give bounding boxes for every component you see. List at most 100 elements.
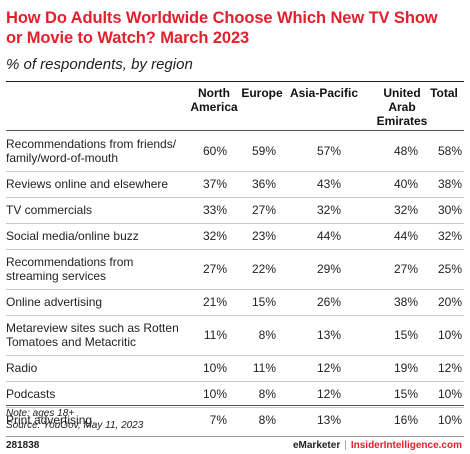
column-header-line: Emirates [376, 114, 428, 128]
row-label-line: Recommendations from [6, 255, 134, 269]
cell-value: 20% [437, 295, 462, 309]
row-divider [6, 355, 464, 356]
cell-value: 26% [316, 295, 341, 309]
cell-value: 11% [252, 361, 276, 375]
row-label: Recommendations from friends/family/word… [6, 137, 196, 165]
cell-value: 22% [251, 262, 276, 276]
row-label: Metareview sites such as Rotten Tomatoes … [6, 321, 196, 349]
column-header: United Arab Emirates [362, 86, 442, 128]
row-label: Podcasts [6, 387, 196, 401]
column-header-line: North [198, 86, 230, 100]
cell-value: 60% [202, 144, 227, 158]
row-divider [6, 381, 464, 382]
cell-value: 10% [437, 413, 462, 427]
column-header: Total [404, 86, 470, 100]
table-row: TV commercials 33% 27% 32% 32% 30% [6, 197, 464, 223]
cell-value: 40% [393, 177, 418, 191]
row-divider [6, 223, 464, 224]
cell-value: 44% [393, 229, 418, 243]
column-header: Europe [222, 86, 302, 100]
cell-value: 36% [251, 177, 276, 191]
cell-value: 33% [202, 203, 227, 217]
cell-value: 16% [393, 413, 418, 427]
cell-value: 27% [251, 203, 276, 217]
row-label-line: Recommendations from friends/ [6, 137, 177, 151]
footer-rule [6, 436, 464, 437]
row-label: Recommendations from streaming services [6, 255, 196, 283]
cell-value: 8% [258, 413, 276, 427]
table-row: Recommendations from streaming services 27… [6, 249, 464, 289]
row-label-line: Print advertising [6, 413, 93, 427]
cell-value: 38% [437, 177, 462, 191]
row-label-line: Tomatoes and Metacritic [6, 335, 137, 349]
cell-value: 15% [251, 295, 276, 309]
cell-value: 32% [316, 203, 341, 217]
row-label-line: Social media/online buzz [6, 229, 139, 243]
cell-value: 15% [393, 387, 418, 401]
cell-value: 10% [437, 328, 462, 342]
cell-value: 57% [316, 144, 341, 158]
cell-value: 48% [393, 144, 418, 158]
cell-value: 7% [209, 413, 227, 427]
row-label-line: Podcasts [6, 387, 56, 401]
table-row: Radio 10% 11% 12% 19% 12% [6, 355, 464, 381]
table-bottom-rule [6, 405, 464, 406]
row-label: Print advertising [6, 413, 196, 427]
cell-value: 12% [437, 361, 462, 375]
cell-value: 32% [393, 203, 418, 217]
row-label-line: Reviews online and elsewhere [6, 177, 169, 191]
cell-value: 10% [437, 387, 462, 401]
cell-value: 38% [393, 295, 418, 309]
row-label-line: family/word-of-mouth [6, 151, 119, 165]
row-label: Radio [6, 361, 196, 375]
brand-insider-intelligence[interactable]: InsiderIntelligence.com [350, 440, 462, 451]
brand-footer: eMarketer | InsiderIntelligence.com [293, 440, 462, 451]
cell-value: 12% [316, 387, 341, 401]
column-header: North America [174, 86, 254, 114]
cell-value: 11% [203, 328, 227, 342]
column-header-line: Arab [388, 100, 416, 114]
cell-value: 25% [437, 262, 462, 276]
column-header-line: United [383, 86, 421, 100]
row-label-line: Metareview sites such as Rotten [6, 321, 179, 335]
row-label: Online advertising [6, 295, 196, 309]
row-label: Reviews online and elsewhere [6, 177, 196, 191]
row-label-line: TV commercials [6, 203, 93, 217]
column-header-line: Europe [241, 86, 283, 100]
cell-value: 44% [316, 229, 341, 243]
table-row: Podcasts 10% 8% 12% 15% 10% [6, 381, 464, 407]
table-top-rule [6, 81, 464, 82]
cell-value: 32% [437, 229, 462, 243]
column-header: Asia-Pacific [284, 86, 364, 100]
row-divider [6, 171, 464, 172]
column-header-line: Total [430, 86, 458, 100]
row-label-line: Online advertising [6, 295, 103, 309]
column-header-line: America [190, 100, 238, 114]
cell-value: 13% [316, 328, 341, 342]
cell-value: 19% [393, 361, 418, 375]
brand-emarketer: eMarketer [292, 440, 341, 451]
row-label-line: streaming services [6, 269, 107, 283]
table-row: Reviews online and elsewhere 37% 36% 43% 40%… [6, 171, 464, 197]
row-label: TV commercials [6, 203, 196, 217]
cell-value: 12% [316, 361, 341, 375]
cell-value: 32% [202, 229, 227, 243]
cell-value: 10% [202, 361, 227, 375]
cell-value: 29% [316, 262, 341, 276]
table-row: Metareview sites such as Rotten Tomatoes … [6, 315, 464, 355]
chart-code: 281838 [6, 440, 40, 451]
column-header-line: Asia-Pacific [289, 86, 359, 100]
cell-value: 43% [316, 177, 341, 191]
chart-subtitle: % of respondents, by region [6, 56, 193, 73]
cell-value: 15% [393, 328, 418, 342]
cell-value: 59% [251, 144, 276, 158]
cell-value: 13% [316, 413, 341, 427]
table-row: Print advertising 7% 8% 13% 16% 10% [6, 407, 464, 433]
cell-value: 23% [251, 229, 276, 243]
cell-value: 30% [437, 203, 462, 217]
table-row: Social media/online buzz 32% 23% 44% 44% 32% [6, 223, 464, 249]
cell-value: 27% [393, 262, 418, 276]
row-divider [6, 315, 464, 316]
note-text: Note: ages 18+ [6, 408, 75, 419]
row-divider [6, 249, 464, 250]
